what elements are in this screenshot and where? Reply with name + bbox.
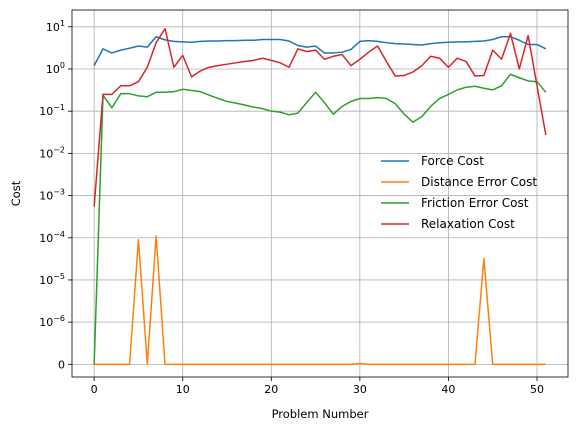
y-tick-exponent: −1: [53, 103, 65, 112]
y-tick-base: 10: [39, 105, 53, 118]
y-axis-label: Cost: [9, 180, 23, 206]
y-tick-label: 0: [58, 358, 65, 371]
series-line-friction-error-cost: [93, 73, 547, 365]
y-tick-label: 10−5: [39, 272, 65, 287]
x-axis-label: Problem Number: [272, 407, 369, 421]
x-tick-label: 50: [530, 383, 544, 396]
series-line-distance-error-cost: [94, 235, 546, 366]
legend-label-force-cost: Force Cost: [421, 154, 484, 168]
y-tick-base: 10: [39, 147, 53, 160]
x-tick-label: 20: [264, 383, 278, 396]
y-tick-base: 10: [39, 274, 53, 287]
y-tick-base: 10: [39, 232, 53, 245]
y-tick-label: 10−6: [39, 314, 65, 329]
grid: [72, 10, 568, 377]
x-axis: 0 10 20 30 40 50: [91, 377, 544, 396]
series-line-relaxation-cost: [93, 27, 547, 207]
plot-frame: [71, 9, 569, 378]
y-tick-exponent: 0: [60, 61, 65, 70]
y-tick-exponent: −6: [53, 314, 65, 323]
series-line-force-cost: [93, 36, 547, 66]
legend-label-relaxation-cost: Relaxation Cost: [421, 217, 515, 231]
y-tick-label: 10−4: [39, 230, 65, 245]
legend-label-friction-error-cost: Friction Error Cost: [421, 196, 529, 210]
y-tick-base: 10: [39, 316, 53, 329]
x-tick-label: 0: [91, 383, 98, 396]
y-tick-label: 100: [46, 61, 65, 76]
x-tick-label: 10: [176, 383, 190, 396]
y-tick-exponent: −5: [53, 272, 65, 281]
y-tick-label: 10−3: [39, 188, 65, 203]
x-tick-label: 40: [441, 383, 455, 396]
y-tick-exponent: −3: [53, 188, 65, 197]
y-tick-label: 101: [46, 19, 65, 34]
x-tick-label: 30: [353, 383, 367, 396]
legend: Force Cost Distance Error Cost Friction Er…: [381, 154, 537, 231]
y-tick-base: 10: [39, 190, 53, 203]
legend-label-distance-error-cost: Distance Error Cost: [421, 175, 537, 189]
y-tick-base: 10: [46, 63, 60, 76]
y-tick-exponent: 1: [60, 19, 65, 28]
y-tick-exponent: −2: [53, 145, 65, 154]
series-layer: [93, 27, 547, 366]
y-tick-exponent: −4: [53, 230, 65, 239]
y-tick-label: 10−2: [39, 145, 65, 160]
y-tick-label: 10−1: [39, 103, 65, 118]
y-tick-base: 10: [46, 21, 60, 34]
